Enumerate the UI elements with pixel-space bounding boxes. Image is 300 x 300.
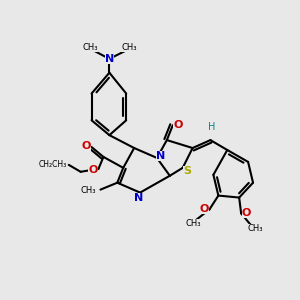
- Text: O: O: [88, 165, 98, 175]
- Text: O: O: [173, 120, 183, 130]
- Text: CH₂CH₃: CH₂CH₃: [39, 160, 67, 169]
- Text: N: N: [134, 193, 143, 203]
- Text: H: H: [208, 122, 216, 132]
- Text: CH₃: CH₃: [83, 43, 98, 52]
- Text: O: O: [200, 204, 209, 214]
- Text: CH₃: CH₃: [80, 186, 96, 195]
- Text: CH₃: CH₃: [122, 43, 137, 52]
- Text: N: N: [156, 152, 165, 161]
- Text: CH₃: CH₃: [248, 224, 263, 233]
- Text: N: N: [105, 54, 114, 64]
- Text: O: O: [242, 208, 251, 218]
- Text: CH₃: CH₃: [185, 219, 201, 228]
- Text: O: O: [82, 141, 91, 152]
- Text: S: S: [183, 167, 191, 176]
